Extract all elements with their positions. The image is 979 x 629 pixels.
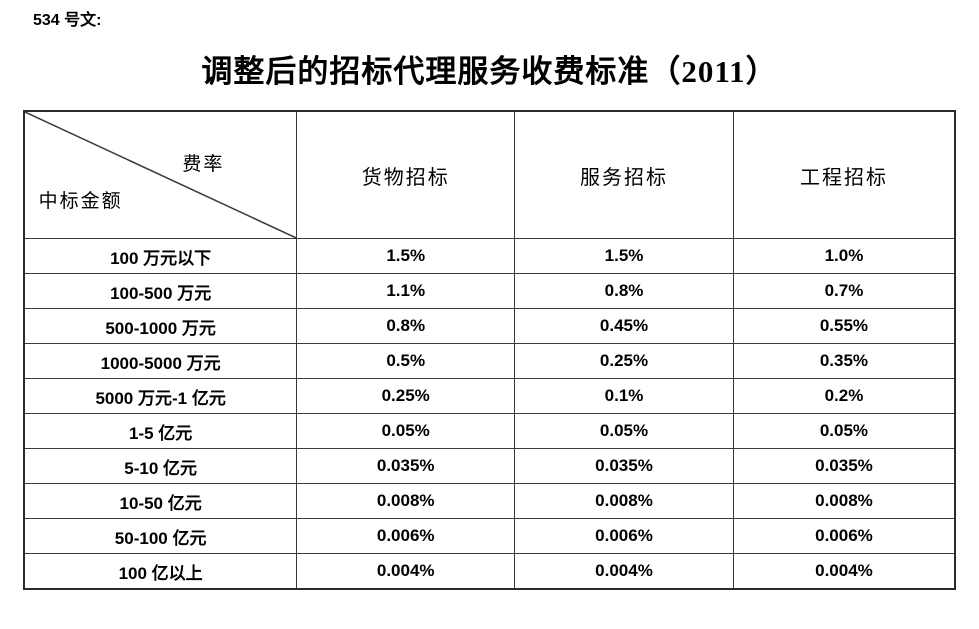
- doc-ref-label: 534 号文:: [33, 12, 102, 29]
- fee-rate-table: 费率 中标金额 货物招标 服务招标 工程招标 100 万元以下 1.5% 1.5…: [23, 110, 956, 590]
- table-row: 5-10 亿元 0.035% 0.035% 0.035%: [23, 448, 956, 484]
- rate-cell: 0.1%: [514, 378, 734, 414]
- table-row: 1000-5000 万元 0.5% 0.25% 0.35%: [23, 343, 956, 379]
- row-label: 5-10 亿元: [23, 448, 298, 484]
- rate-cell: 0.5%: [296, 343, 516, 379]
- rate-cell: 0.35%: [732, 343, 956, 379]
- rate-cell: 1.1%: [296, 273, 516, 309]
- page-title: 调整后的招标代理服务收费标准（2011）: [201, 54, 778, 89]
- rate-cell: 0.8%: [296, 308, 516, 344]
- corner-amount-label: 中标金额: [38, 191, 123, 213]
- rate-cell: 0.25%: [514, 343, 734, 379]
- table-row: 100-500 万元 1.1% 0.8% 0.7%: [23, 273, 956, 309]
- row-label: 500-1000 万元: [23, 308, 298, 344]
- rate-cell: 0.008%: [514, 483, 734, 519]
- rate-cell: 0.004%: [732, 553, 956, 590]
- rate-cell: 0.035%: [732, 448, 956, 484]
- corner-header-cell: 费率 中标金额: [23, 110, 298, 239]
- column-header-goods-bidding: 货物招标: [296, 110, 516, 239]
- rate-cell: 0.25%: [296, 378, 516, 414]
- rate-cell: 0.55%: [732, 308, 956, 344]
- rate-cell: 0.8%: [514, 273, 734, 309]
- row-label: 100 万元以下: [23, 238, 298, 274]
- rate-cell: 0.035%: [514, 448, 734, 484]
- row-label: 10-50 亿元: [23, 483, 298, 519]
- rate-cell: 0.004%: [514, 553, 734, 590]
- rate-cell: 0.006%: [296, 518, 516, 554]
- rate-cell: 0.05%: [296, 413, 516, 449]
- rate-cell: 1.5%: [514, 238, 734, 274]
- rate-cell: 0.006%: [514, 518, 734, 554]
- table-header-row: 费率 中标金额 货物招标 服务招标 工程招标: [23, 110, 956, 239]
- rate-cell: 0.035%: [296, 448, 516, 484]
- row-label: 50-100 亿元: [23, 518, 298, 554]
- row-label: 5000 万元-1 亿元: [23, 378, 298, 414]
- rate-cell: 0.2%: [732, 378, 956, 414]
- row-label: 1-5 亿元: [23, 413, 298, 449]
- table-row: 10-50 亿元 0.008% 0.008% 0.008%: [23, 483, 956, 519]
- table-row: 50-100 亿元 0.006% 0.006% 0.006%: [23, 518, 956, 554]
- table-row: 100 亿以上 0.004% 0.004% 0.004%: [23, 553, 956, 590]
- table-row: 5000 万元-1 亿元 0.25% 0.1% 0.2%: [23, 378, 956, 414]
- column-header-engineering-bidding: 工程招标: [732, 110, 956, 239]
- rate-cell: 0.05%: [732, 413, 956, 449]
- rate-cell: 0.008%: [296, 483, 516, 519]
- rate-cell: 0.004%: [296, 553, 516, 590]
- column-header-service-bidding: 服务招标: [514, 110, 734, 239]
- table-row: 100 万元以下 1.5% 1.5% 1.0%: [23, 238, 956, 274]
- corner-rate-label: 费率: [182, 153, 225, 175]
- table-row: 1-5 亿元 0.05% 0.05% 0.05%: [23, 413, 956, 449]
- rate-cell: 1.5%: [296, 238, 516, 274]
- rate-cell: 0.45%: [514, 308, 734, 344]
- row-label: 100 亿以上: [23, 553, 298, 590]
- rate-cell: 0.7%: [732, 273, 956, 309]
- row-label: 100-500 万元: [23, 273, 298, 309]
- rate-cell: 0.008%: [732, 483, 956, 519]
- rate-cell: 0.05%: [514, 413, 734, 449]
- table-row: 500-1000 万元 0.8% 0.45% 0.55%: [23, 308, 956, 344]
- row-label: 1000-5000 万元: [23, 343, 298, 379]
- diagonal-divider-line: [25, 112, 296, 238]
- rate-cell: 1.0%: [732, 238, 956, 274]
- rate-cell: 0.006%: [732, 518, 956, 554]
